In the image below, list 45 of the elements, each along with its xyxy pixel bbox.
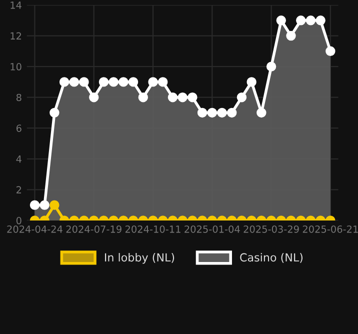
- point: [98, 77, 109, 87]
- point: [148, 77, 158, 87]
- point: [276, 16, 286, 26]
- point: [316, 16, 326, 26]
- point: [306, 16, 316, 26]
- legend-label: Casino (NL): [240, 252, 303, 263]
- x-tick-label: 2025-01-04: [184, 225, 240, 233]
- point: [256, 108, 266, 118]
- point: [188, 92, 198, 102]
- x-tick-label: 2024-04-24: [7, 225, 62, 233]
- point: [217, 108, 227, 118]
- point: [178, 92, 188, 102]
- point: [168, 92, 178, 102]
- point: [246, 77, 256, 87]
- point: [197, 108, 208, 118]
- x-tick-label: 2024-07-19: [66, 225, 122, 233]
- legend-label: In lobby (NL): [105, 252, 174, 264]
- point: [59, 77, 70, 87]
- point: [69, 77, 80, 87]
- x-tick-label: 2024-10-11: [125, 225, 180, 233]
- point: [326, 46, 336, 56]
- point: [236, 92, 247, 102]
- y-tick-label: 0: [16, 216, 22, 224]
- point: [266, 62, 276, 72]
- x-tick-label: 2025-06-21: [302, 225, 358, 233]
- point: [207, 108, 218, 118]
- y-tick-label: 2: [16, 186, 22, 194]
- y-tick-label: 6: [16, 124, 22, 132]
- point: [89, 92, 99, 102]
- y-tick-label: 4: [16, 155, 22, 163]
- point: [50, 108, 60, 118]
- point: [128, 77, 138, 87]
- y-tick-label: 12: [10, 32, 22, 40]
- point: [296, 16, 306, 26]
- point: [138, 92, 148, 102]
- point: [158, 77, 168, 87]
- point: [108, 77, 118, 87]
- x-tick-label: 2025-03-29: [244, 225, 299, 233]
- point: [286, 30, 296, 41]
- point: [79, 77, 89, 87]
- point: [118, 77, 128, 87]
- y-tick-label: 8: [16, 94, 22, 102]
- y-tick-label: 10: [10, 63, 22, 70]
- y-tick-label: 14: [10, 2, 22, 9]
- point: [227, 108, 237, 118]
